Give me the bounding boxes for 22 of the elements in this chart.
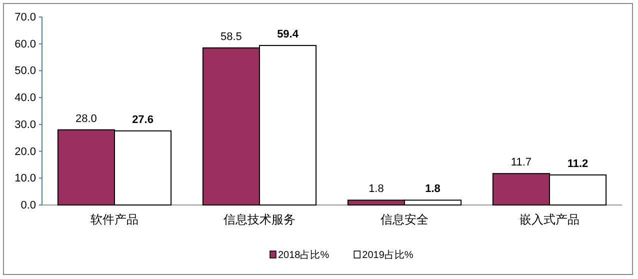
data-label: 28.0 — [76, 112, 97, 125]
y-tick-label: 60.0 — [14, 38, 36, 50]
data-label: 59.4 — [277, 28, 300, 40]
y-tick-label: 40.0 — [14, 92, 36, 104]
data-label: 58.5 — [220, 30, 242, 43]
data-label: 1.8 — [368, 183, 384, 196]
y-tick-label: 20.0 — [14, 146, 36, 158]
legend-label: 2019占比% — [362, 249, 414, 261]
data-label: 1.8 — [425, 183, 440, 196]
legend-label: 2018占比% — [278, 249, 330, 261]
x-tick-label: 软件产品 — [90, 212, 138, 227]
y-tick-label: 0.0 — [20, 200, 36, 212]
data-label: 27.6 — [132, 114, 154, 126]
y-tick-label: 30.0 — [14, 118, 36, 131]
data-label: 11.2 — [567, 158, 588, 170]
x-tick-label: 嵌入式产品 — [520, 212, 580, 227]
y-tick-label: 50.0 — [14, 65, 36, 78]
data-label: 11.7 — [510, 156, 532, 169]
y-tick-label: 70.0 — [14, 12, 36, 24]
x-tick-label: 信息安全 — [380, 212, 428, 227]
x-tick-label: 信息技术服务 — [224, 212, 296, 227]
y-tick-label: 10.0 — [14, 172, 36, 185]
